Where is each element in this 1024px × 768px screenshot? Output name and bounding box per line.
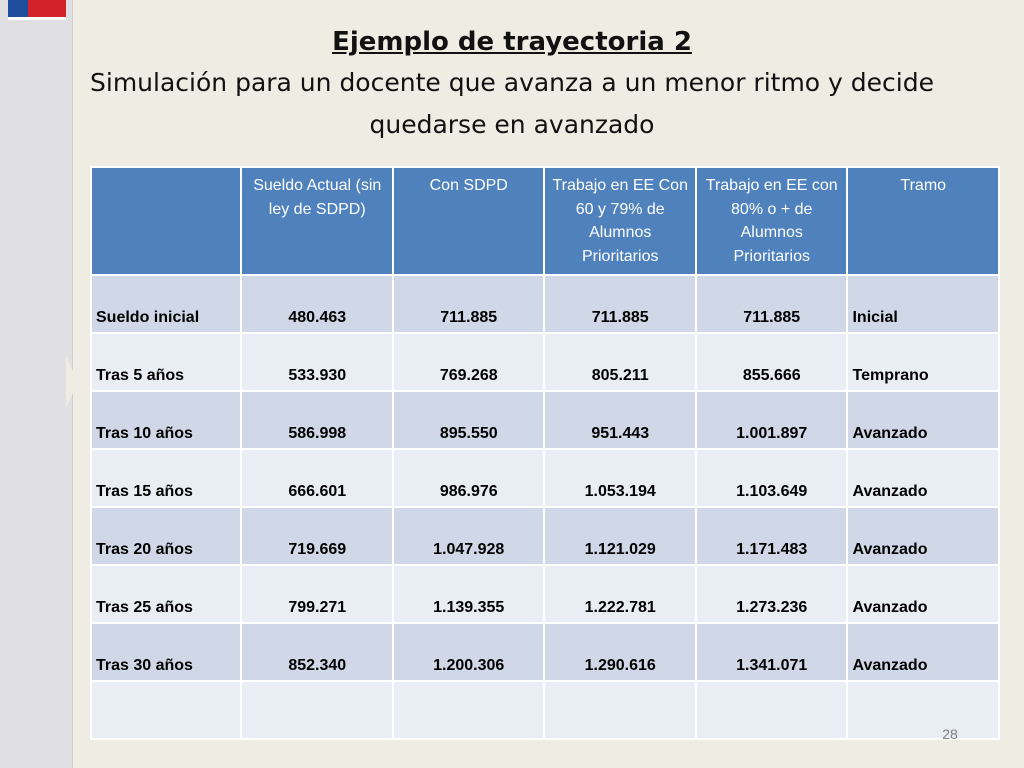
cell-ee-60-79: 805.211 (545, 334, 695, 390)
cell-ee-60-79: 1.290.616 (545, 624, 695, 680)
header-ee-80: Trabajo en EE con 80% o + de Alumnos Pri… (696, 168, 847, 274)
slide-side-band (0, 0, 78, 768)
cell-ee-80: 855.666 (696, 334, 847, 390)
row-label: Sueldo inicial (92, 276, 241, 332)
cell-con-sdpd: 895.550 (393, 392, 544, 448)
row-label: Tras 5 años (92, 334, 241, 390)
cell-ee-80 (696, 682, 847, 738)
row-label: Tras 15 años (92, 450, 241, 506)
cell-tramo: Avanzado (848, 566, 998, 622)
cell-ee-60-79: 951.443 (545, 392, 695, 448)
cell-con-sdpd: 769.268 (393, 334, 544, 390)
table-row: Tras 5 años 533.930 769.268 805.211 855.666 T… (92, 334, 998, 390)
cell-con-sdpd: 986.976 (393, 450, 544, 506)
cell-ee-60-79: 711.885 (545, 276, 695, 332)
table-row: Tras 15 años 666.601 986.976 1.053.194 1.103… (92, 450, 998, 506)
cell-tramo: Avanzado (848, 624, 998, 680)
row-label: Tras 20 años (92, 508, 241, 564)
cell-tramo: Avanzado (848, 508, 998, 564)
header-tramo: Tramo (848, 168, 998, 274)
table-header-row: Sueldo Actual (sin ley de SDPD) Con SDPD… (92, 168, 998, 274)
row-label (92, 682, 241, 738)
cell-ee-80: 1.103.649 (696, 450, 847, 506)
table-row (92, 682, 998, 738)
cell-con-sdpd: 711.885 (393, 276, 544, 332)
cell-tramo: Temprano (848, 334, 998, 390)
table-row: Sueldo inicial 480.463 711.885 711.885 711.8… (92, 276, 998, 332)
table-row: Tras 25 años 799.271 1.139.355 1.222.781 1.2… (92, 566, 998, 622)
cell-con-sdpd (393, 682, 544, 738)
header-con-sdpd: Con SDPD (393, 168, 544, 274)
cell-ee-60-79: 1.121.029 (545, 508, 695, 564)
cell-ee-80: 1.273.236 (696, 566, 847, 622)
table-row: Tras 20 años 719.669 1.047.928 1.121.029 1.1… (92, 508, 998, 564)
cell-sueldo-actual: 533.930 (242, 334, 392, 390)
cell-sueldo-actual: 480.463 (242, 276, 392, 332)
header-empty (92, 168, 241, 274)
cell-ee-60-79 (545, 682, 695, 738)
cell-ee-60-79: 1.053.194 (545, 450, 695, 506)
cell-tramo: Avanzado (848, 450, 998, 506)
cell-con-sdpd: 1.047.928 (393, 508, 544, 564)
flag-logo (8, 0, 66, 20)
cell-ee-60-79: 1.222.781 (545, 566, 695, 622)
cell-con-sdpd: 1.200.306 (393, 624, 544, 680)
page-number: 28 (942, 726, 958, 742)
cell-sueldo-actual: 799.271 (242, 566, 392, 622)
slide-subtitle-line-2: quedarse en avanzado (369, 110, 655, 139)
cell-ee-80: 1.001.897 (696, 392, 847, 448)
cell-ee-80: 1.341.071 (696, 624, 847, 680)
row-label: Tras 25 años (92, 566, 241, 622)
header-ee-60-79: Trabajo en EE Con 60 y 79% de Alumnos Pr… (545, 168, 695, 274)
cell-sueldo-actual: 586.998 (242, 392, 392, 448)
cell-con-sdpd: 1.139.355 (393, 566, 544, 622)
row-label: Tras 10 años (92, 392, 241, 448)
side-band-notch (66, 356, 78, 408)
cell-tramo: Inicial (848, 276, 998, 332)
cell-sueldo-actual: 852.340 (242, 624, 392, 680)
cell-sueldo-actual: 719.669 (242, 508, 392, 564)
cell-tramo (848, 682, 998, 738)
table-row: Tras 10 años 586.998 895.550 951.443 1.001.8… (92, 392, 998, 448)
table-row: Tras 30 años 852.340 1.200.306 1.290.616 1.3… (92, 624, 998, 680)
row-label: Tras 30 años (92, 624, 241, 680)
slide-title: Ejemplo de trayectoria 2 (332, 27, 692, 57)
slide-title-block: Ejemplo de trayectoria 2 Simulación para… (80, 22, 944, 146)
cell-sueldo-actual (242, 682, 392, 738)
cell-sueldo-actual: 666.601 (242, 450, 392, 506)
salary-simulation-table: Sueldo Actual (sin ley de SDPD) Con SDPD… (90, 166, 1000, 740)
slide-subtitle-line-1: Simulación para un docente que avanza a … (90, 68, 934, 97)
header-sueldo-actual: Sueldo Actual (sin ley de SDPD) (242, 168, 392, 274)
cell-ee-80: 711.885 (696, 276, 847, 332)
cell-tramo: Avanzado (848, 392, 998, 448)
cell-ee-80: 1.171.483 (696, 508, 847, 564)
